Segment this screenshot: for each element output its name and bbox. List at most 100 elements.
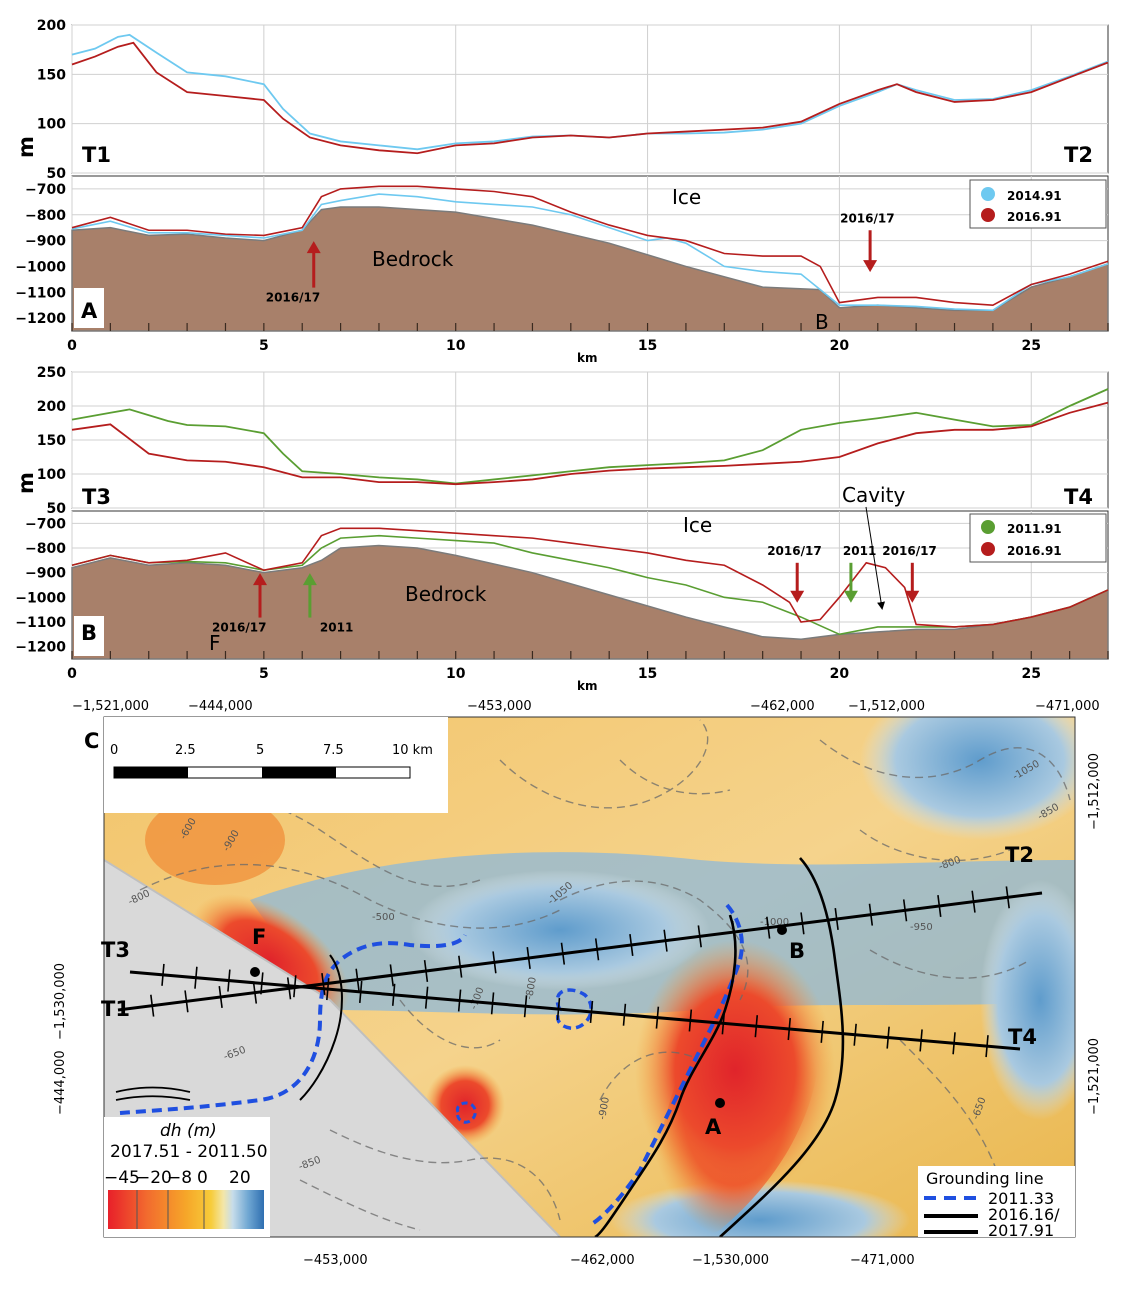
map-top-tick-2: −444,000 [188, 699, 253, 714]
map-right-tick-1: −1,512,000 [1087, 753, 1102, 830]
colorbar-tick-8: −8 [167, 1168, 192, 1188]
panel-a-bedrock [71, 206, 1109, 332]
map-bottom-tick-1: −453,000 [303, 1253, 368, 1268]
transect-tick [952, 1032, 956, 1055]
transect-line-t1-t2 [117, 891, 1043, 1012]
panel-a-ylabel: m [14, 136, 38, 158]
grounding-legend-2017: 2017.91 [988, 1221, 1054, 1240]
point-marker-b [777, 925, 787, 935]
series-line-2011.91 [71, 388, 1109, 485]
transect-tick [252, 981, 258, 1004]
transect-end-label-a: T2 [1064, 143, 1093, 167]
transect-tick [731, 920, 737, 944]
series-line-2011.91 [71, 534, 1109, 636]
panel-b-ylabel: m [14, 472, 38, 494]
region-label-bedrock-b: Bedrock [405, 582, 487, 606]
x-tick-label: 15 [638, 666, 657, 682]
panel-b-xticks: 0 5 10 15 20 25 [67, 651, 1109, 682]
map-bottom-tick-4: −471,000 [850, 1253, 915, 1268]
colorbar-tick-20: 20 [229, 1168, 251, 1188]
panel-a-top-yticks: 200 150 100 50 [37, 18, 66, 182]
y-tick-label: −700 [25, 182, 66, 198]
region-label-cavity: Cavity [842, 483, 905, 507]
x-tick-label: 15 [638, 338, 657, 354]
panel-b-annotations: 2016/17 2011 2016/17 2011 2016/17 [212, 544, 937, 635]
annotation-label: 2011 [320, 621, 353, 635]
transects [117, 891, 1043, 1051]
svg-text:-1000: -1000 [760, 917, 789, 928]
transect-tick [523, 995, 528, 1018]
panel-c: −1,521,000 −444,000 −453,000 −462,000 −1… [53, 699, 1102, 1268]
series-line-2016.91 [71, 527, 1109, 628]
transect-tick [358, 980, 363, 1003]
grounding-legend-2016: 2016.16/ [988, 1205, 1060, 1224]
transect-tick [1005, 886, 1010, 909]
transect-tick [622, 1003, 627, 1026]
map-frame [103, 716, 1076, 1238]
panel-label-c: C [84, 729, 99, 753]
region-label-ice-b: Ice [683, 513, 712, 537]
y-tick-label: 200 [37, 18, 66, 34]
panel-label-box-a [74, 288, 104, 328]
series-line-2014.91 [71, 193, 1109, 312]
y-tick-label: 200 [37, 399, 66, 415]
transect-tick [787, 1018, 792, 1041]
svg-text:-500: -500 [372, 912, 395, 923]
transect-label-t1: T1 [101, 997, 130, 1021]
grounding-legend-2011: 2011.33 [988, 1189, 1054, 1208]
y-tick-label: −700 [25, 516, 66, 532]
transect-label-t2: T2 [1005, 843, 1034, 867]
transect-tick [490, 992, 495, 1015]
colorbar-legend: dh (m) 2017.51 - 2011.50 −45 −20 −8 0 20 [104, 1117, 270, 1237]
panel-a-top-lines [71, 33, 1109, 155]
map-bottom-tick-3: −1,530,000 [692, 1253, 769, 1268]
annotation-arrowhead [863, 260, 878, 273]
panel-b-bottom-lines [71, 527, 1109, 636]
legend-marker-2016-b [981, 542, 995, 556]
grounding-line-2011 [119, 903, 744, 1227]
transect-tick [423, 959, 429, 983]
transect-tick [834, 907, 839, 931]
panel-b-legend: 2011.91 2016.91 [969, 513, 1107, 563]
panel-a-xticks: 0 5 10 15 20 25 [67, 323, 1109, 354]
annotation-arrowhead [843, 590, 858, 603]
point-label-b-a: B [815, 310, 829, 334]
annotation-label: 2016/17 [882, 544, 936, 558]
transect-tick [458, 955, 463, 978]
map-top-tick-6: −471,000 [1035, 699, 1100, 714]
transect-tick [526, 946, 531, 970]
series-line-2016.91 [71, 185, 1109, 306]
transect-tick [820, 1020, 824, 1043]
scale-label-10km: 10 km [392, 743, 433, 758]
transect-tick [853, 1023, 857, 1046]
cavity-pointer [865, 506, 886, 610]
grounding-lines [115, 857, 845, 1237]
colorbar-gradient [108, 1190, 264, 1229]
panel-b-bottom-yticks: −700 −800 −900 −1000 −1100 −1200 [15, 516, 66, 655]
grounding-line-legend: Grounding line 2011.33 2016.16/ 2017.91 [918, 1166, 1075, 1240]
svg-text:-950: -950 [910, 922, 933, 933]
transect-tick [868, 903, 874, 926]
transect-tick [355, 968, 360, 991]
panel-a-top-grid [71, 24, 1108, 174]
transect-tick [424, 986, 429, 1009]
y-tick-label: −1200 [15, 640, 66, 656]
x-tick-label: 0 [67, 666, 77, 682]
legend-marker-2011 [981, 520, 995, 534]
grounding-legend-title: Grounding line [926, 1169, 1044, 1188]
transect-tick [293, 975, 297, 998]
panel-b-top-grid [71, 371, 1108, 509]
annotation-label: 2016/17 [840, 211, 894, 225]
transect-tick [286, 977, 292, 1000]
x-tick-label: 25 [1022, 338, 1041, 354]
y-tick-label: −1100 [15, 285, 66, 301]
transect-tick [391, 983, 396, 1006]
transect-tick [194, 966, 198, 989]
scale-bar: C 0 2.5 5 7.5 10 km [84, 717, 448, 813]
transect-tick [589, 1000, 594, 1023]
bedrock-area [71, 206, 1109, 332]
transect-tick [902, 899, 908, 922]
y-tick-label: −1100 [15, 615, 66, 631]
scale-label-2-5: 2.5 [175, 743, 196, 758]
